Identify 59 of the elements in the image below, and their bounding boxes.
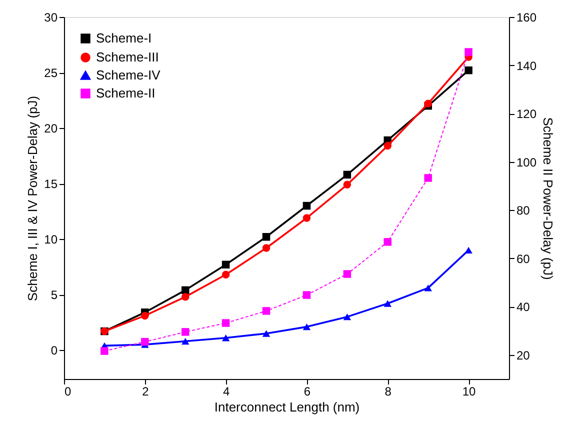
legend-label: Scheme-I: [96, 30, 152, 46]
point: [181, 292, 190, 301]
y2-axis-title: Scheme II Power-Delay (pJ): [540, 117, 556, 280]
point: [100, 347, 108, 355]
point: [343, 313, 352, 320]
point: [384, 300, 392, 307]
x-axis-title: Interconnect Length (nm): [214, 400, 360, 414]
y-tick-label: 0: [50, 344, 58, 358]
y-tick-label: 30: [44, 10, 58, 24]
point: [302, 323, 311, 330]
point: [424, 100, 432, 108]
y2-tick-label: 140: [516, 58, 537, 73]
x-tick-label: 2: [142, 384, 150, 398]
legend-label: Scheme-III: [96, 50, 159, 64]
point: [222, 260, 230, 268]
point: [141, 312, 149, 320]
y-axis-title: Scheme I, III & IV Power-Delay (pJ): [25, 96, 40, 302]
point: [464, 66, 472, 74]
point: [262, 307, 270, 315]
point: [181, 328, 190, 336]
y2-tick-label: 40: [516, 300, 530, 314]
point: [343, 180, 352, 189]
point: [262, 330, 270, 337]
y2-tick-label: 160: [516, 10, 537, 24]
y-tick-label: 20: [44, 122, 58, 136]
point: [464, 48, 472, 56]
x-tick-label: 4: [222, 384, 230, 398]
point: [384, 142, 392, 150]
y2-tick-label: 100: [516, 155, 537, 170]
legend-label: Scheme-II: [96, 86, 156, 100]
point: [343, 170, 352, 179]
y-tick-label: 10: [44, 232, 58, 247]
point: [141, 338, 149, 346]
point: [302, 291, 311, 299]
y-tick-label: 25: [44, 66, 58, 80]
x-tick-label: 10: [462, 384, 476, 398]
y2-tick-label: 20: [516, 348, 530, 362]
x-tick-label: 8: [384, 384, 392, 398]
y2-tick-label: 120: [516, 107, 537, 122]
legend-label: Scheme-IV: [96, 68, 161, 82]
y-tick-label: 15: [44, 177, 58, 192]
point: [262, 232, 270, 241]
point: [424, 174, 432, 182]
point: [384, 238, 392, 246]
point: [222, 334, 230, 342]
y-tick-label: 5: [50, 288, 58, 302]
y2-tick-label: 60: [516, 252, 530, 266]
point: [343, 270, 352, 278]
point: [302, 202, 311, 210]
point: [464, 246, 472, 254]
point: [222, 270, 230, 278]
point: [424, 284, 432, 292]
y2-tick-label: 80: [516, 204, 530, 218]
point: [181, 338, 190, 345]
x-tick-label: 0: [64, 384, 72, 398]
point: [262, 244, 270, 252]
point: [302, 214, 311, 222]
x-tick-label: 6: [304, 384, 311, 398]
point: [222, 319, 230, 327]
